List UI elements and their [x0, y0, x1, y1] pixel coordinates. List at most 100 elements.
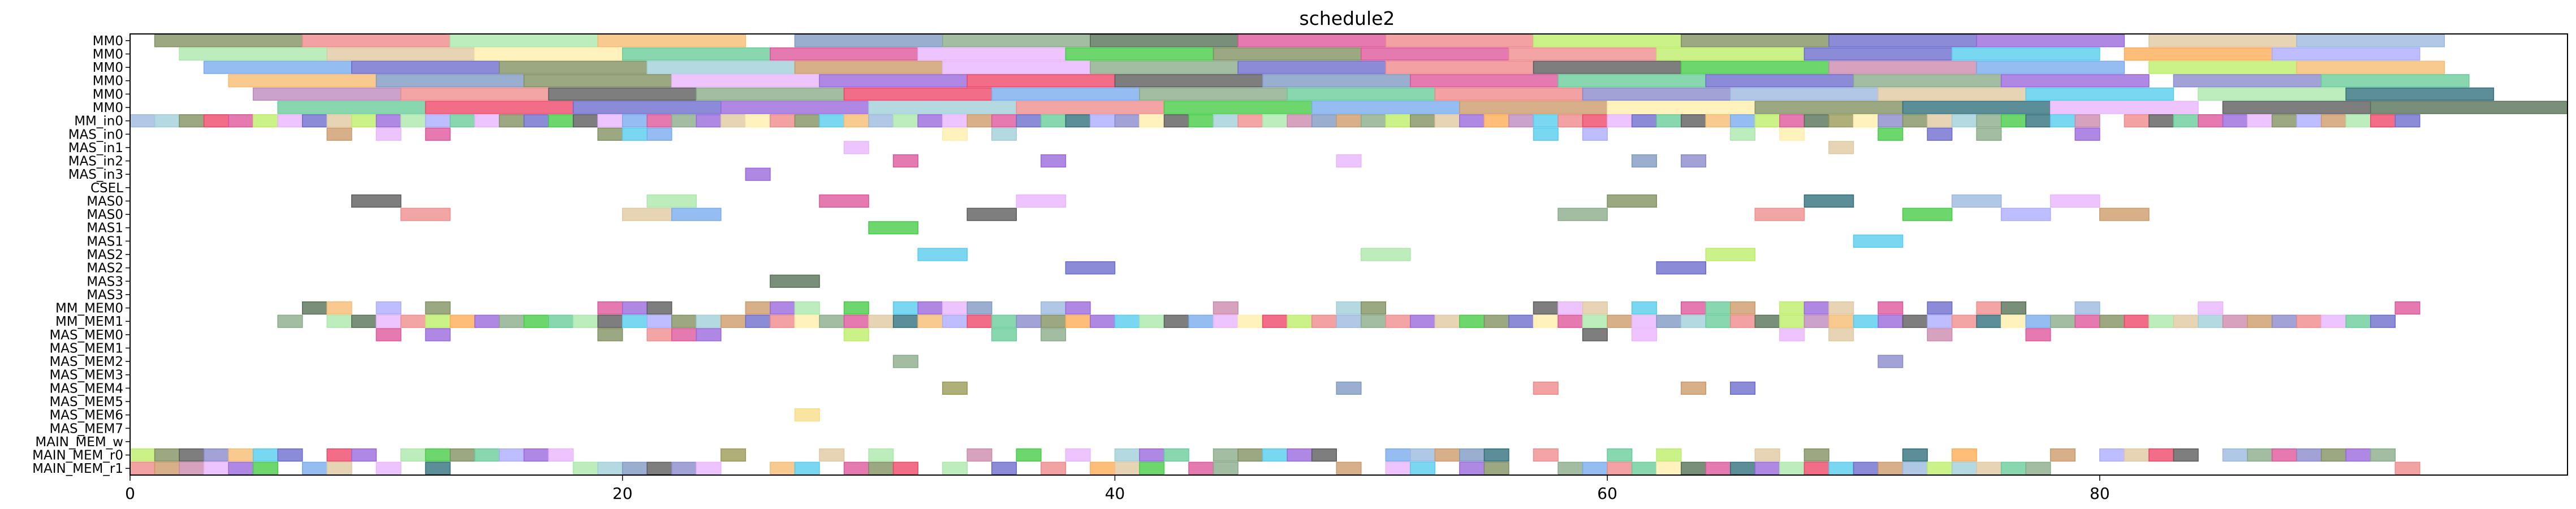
task-bar [1680, 114, 1707, 128]
task-bar [1607, 194, 1657, 208]
task-bar [1902, 114, 1928, 128]
task-bar [1163, 114, 1189, 128]
task-bar [2271, 114, 2297, 128]
y-tick-label: MM_in0 [74, 114, 123, 129]
task-bar [2099, 208, 2150, 221]
y-tick-label: MM0 [93, 61, 123, 75]
task-bar [2050, 114, 2076, 128]
task-bar [843, 314, 869, 328]
task-bar [1459, 101, 1608, 114]
task-bar [376, 328, 402, 342]
task-bar [2320, 448, 2346, 462]
task-bar [1927, 461, 1953, 475]
task-bar [1557, 114, 1583, 128]
y-tick-label: MAS2 [87, 261, 123, 276]
task-bar [474, 448, 500, 462]
task-bar [1163, 314, 1189, 328]
task-bar [2198, 301, 2224, 315]
task-bar [1483, 314, 1509, 328]
task-bar [2345, 448, 2371, 462]
task-bar [1828, 461, 1854, 475]
task-bar [1878, 355, 1904, 368]
task-bar [1754, 101, 1904, 114]
task-bar [1114, 114, 1140, 128]
task-bar [1902, 208, 1953, 221]
task-bar [1631, 301, 1657, 315]
task-bar [1730, 314, 1756, 328]
y-tick-label: MAS_in3 [68, 167, 123, 182]
y-tick-label: MAS_in1 [68, 141, 123, 156]
task-bar [2370, 101, 2568, 114]
task-bar [917, 248, 968, 261]
task-bar [326, 448, 352, 462]
task-bar [843, 114, 869, 128]
task-bar [1976, 127, 2002, 141]
task-bar [1483, 448, 1509, 462]
task-bar [966, 314, 993, 328]
task-bar [1188, 461, 1214, 475]
task-bar [966, 114, 993, 128]
task-bar [2198, 114, 2224, 128]
task-bar [425, 328, 451, 342]
task-bar [1336, 461, 1362, 475]
task-bar [450, 34, 598, 48]
task-bar [252, 87, 402, 101]
task-bar [1090, 114, 1116, 128]
task-bar [1878, 114, 1904, 128]
task-bar [1878, 314, 1904, 328]
task-bar [1730, 127, 1756, 141]
task-bar [228, 461, 254, 475]
task-bar [745, 114, 771, 128]
task-bar [1951, 448, 1977, 462]
task-bar [154, 461, 180, 475]
x-tick-label: 20 [612, 484, 633, 503]
y-tick-label: MM0 [93, 47, 123, 62]
task-bar [1533, 34, 1682, 48]
task-bar [942, 461, 968, 475]
task-bar [819, 114, 845, 128]
task-bar [1557, 74, 1707, 88]
task-bar [794, 301, 820, 315]
task-bar [228, 114, 254, 128]
task-bar [572, 114, 598, 128]
task-bar [523, 314, 549, 328]
task-bar [1631, 154, 1657, 168]
task-bar [2074, 114, 2100, 128]
y-tick-label: MAS0 [87, 194, 123, 209]
task-bar [1237, 314, 1263, 328]
task-bar [1779, 114, 1805, 128]
task-bar [1902, 461, 1928, 475]
task-bar [1016, 448, 1042, 462]
task-bar [1361, 248, 1411, 261]
task-bar [1853, 234, 1904, 248]
x-tick-label: 60 [1597, 484, 1617, 503]
task-bar [1090, 314, 1116, 328]
task-bar [2148, 114, 2174, 128]
task-bar [2222, 114, 2248, 128]
task-bar [1090, 34, 1239, 48]
task-bar [2271, 314, 2297, 328]
task-bar [1656, 114, 1682, 128]
task-bar [1656, 261, 1707, 275]
task-bar [671, 74, 820, 88]
task-bar [1361, 301, 1387, 315]
task-bar [597, 34, 747, 48]
task-bar [1041, 114, 1067, 128]
task-bar [130, 461, 156, 475]
task-bar [1410, 314, 1436, 328]
y-tick-label: MAS_MEM1 [49, 341, 123, 356]
task-bar [892, 301, 918, 315]
task-bar [2025, 461, 2051, 475]
task-bar [2000, 314, 2026, 328]
task-bar [1385, 61, 1534, 74]
task-bar [474, 314, 500, 328]
task-bar [1927, 114, 1953, 128]
task-bar [1410, 114, 1436, 128]
task-bar [2074, 301, 2100, 315]
task-bar [1976, 314, 2002, 328]
task-bar [646, 301, 672, 315]
task-bar [868, 314, 894, 328]
task-bar [942, 301, 968, 315]
task-bar [720, 101, 869, 114]
task-bar [1065, 448, 1091, 462]
